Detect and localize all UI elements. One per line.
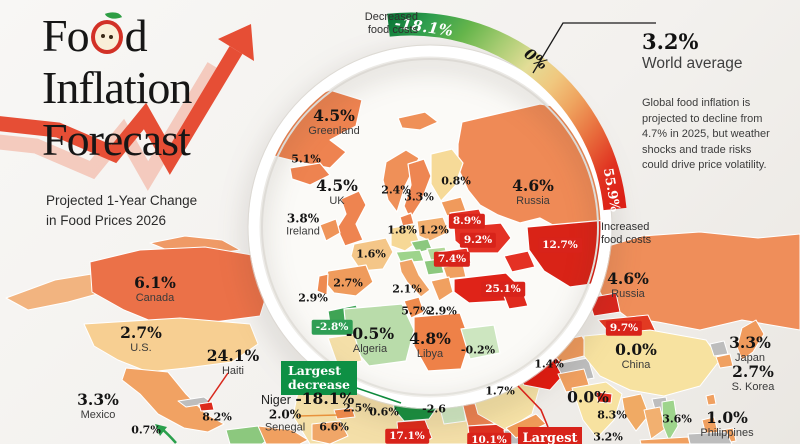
world-average-value: 3.2% <box>642 29 699 54</box>
apple-seeds-icon <box>100 34 105 38</box>
title-line-forecast: Forecast <box>42 114 191 165</box>
subtitle: Projected 1-Year Change in Food Prices 2… <box>46 193 198 228</box>
apple-icon <box>90 8 123 54</box>
title-block: Fo d Inflation Forecast <box>42 8 192 166</box>
forecast-note: Global food inflation is projected to de… <box>642 97 770 172</box>
magnifier-lens-rim <box>247 44 613 410</box>
title-line-inflation: Inflation <box>42 62 192 113</box>
niger-label: Niger <box>261 393 291 407</box>
callout-lines <box>155 22 656 444</box>
largest-decrease-country: Niger -18.1% <box>261 389 354 409</box>
gauge-increased-caption: Increased food costs <box>601 221 652 247</box>
largest-decrease-badge: Largest decrease <box>281 361 357 395</box>
world-average-label: World average <box>642 55 743 72</box>
title-line-food: Fo d <box>42 8 148 61</box>
map-countries <box>5 231 800 444</box>
lens-europe-map <box>257 54 603 400</box>
apple-leaf-icon <box>104 8 122 23</box>
largest-increase-badge: Largest <box>518 427 582 444</box>
niger-value: -18.1% <box>295 389 355 408</box>
trend-arrow-decor <box>0 24 254 191</box>
world-average: 3.2% World average <box>642 29 743 73</box>
gauge-decreased-caption: Decreased food costs <box>364 11 418 37</box>
gauge-arc <box>387 12 627 211</box>
